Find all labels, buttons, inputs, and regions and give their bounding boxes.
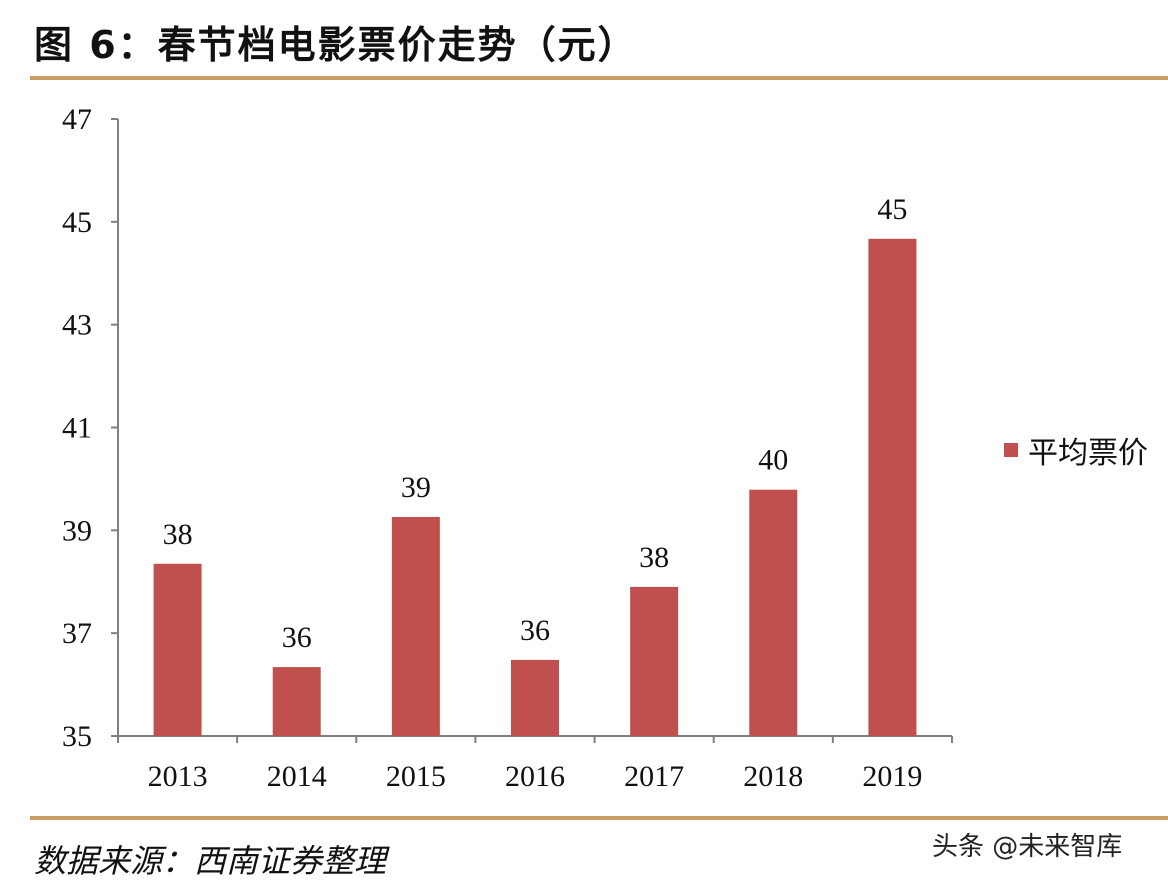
legend-swatch	[1004, 443, 1018, 457]
bar-2016	[511, 659, 559, 736]
y-tick-label: 39	[62, 514, 92, 547]
bar-2013	[153, 563, 202, 736]
x-tick-label: 2018	[743, 760, 803, 793]
bar-2018	[749, 489, 798, 736]
data-label: 39	[401, 471, 431, 504]
bottom-rule	[30, 816, 1168, 820]
bar-2019	[868, 238, 917, 736]
legend: 平均票价	[1004, 428, 1148, 472]
bar-2014	[272, 667, 321, 736]
data-label: 36	[520, 614, 550, 647]
bar-2015	[391, 516, 440, 736]
data-label: 40	[758, 444, 788, 477]
x-tick-label: 2017	[624, 760, 684, 793]
y-tick-label: 43	[62, 309, 92, 342]
watermark: 头条 @未来智库	[932, 832, 1123, 862]
x-tick-label: 2015	[386, 760, 446, 793]
x-tick-label: 2016	[505, 760, 565, 793]
x-tick-label: 2014	[267, 760, 327, 793]
y-tick-label: 47	[62, 103, 92, 136]
y-tick-label: 41	[62, 412, 92, 445]
source-note: 数据来源：西南证券整理	[34, 842, 387, 880]
y-tick-label: 37	[62, 617, 92, 650]
chart-title: 图 6：春节档电影票价走势（元）	[34, 23, 638, 67]
bar-2017	[630, 586, 679, 736]
y-tick-label: 35	[62, 720, 92, 753]
legend-label: 平均票价	[1028, 436, 1148, 471]
x-tick-label: 2013	[148, 760, 208, 793]
data-label: 45	[877, 193, 907, 226]
data-label: 38	[639, 541, 669, 574]
data-label: 38	[163, 518, 193, 551]
data-label: 36	[282, 621, 312, 654]
top-rule	[30, 76, 1168, 80]
y-tick-label: 45	[62, 206, 92, 239]
x-tick-label: 2019	[862, 760, 922, 793]
